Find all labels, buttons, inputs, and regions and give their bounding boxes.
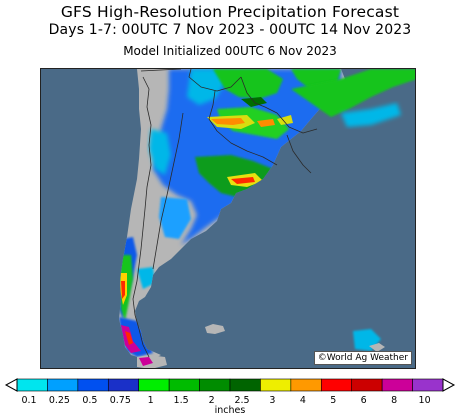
legend-tick-label: 6 xyxy=(360,395,367,406)
legend-color-cell xyxy=(290,378,322,392)
precipitation-legend xyxy=(4,378,456,392)
map-canvas xyxy=(41,69,415,368)
country-borders xyxy=(132,69,318,358)
precip-tierra-del-fuego xyxy=(139,357,153,366)
legend-left-arrow xyxy=(4,378,18,392)
legend-color-cell xyxy=(260,378,292,392)
ocean-precip-south-atlantic-2 xyxy=(341,103,401,127)
legend-color-cell xyxy=(47,378,79,392)
legend-tick-label: 1 xyxy=(147,395,154,406)
legend-color-cell xyxy=(16,378,48,392)
legend-tick-label: 8 xyxy=(391,395,398,406)
legend-color-cells xyxy=(16,378,444,392)
legend-tick-label: 3 xyxy=(269,395,276,406)
legend-color-cell xyxy=(381,378,413,392)
forecast-period: Days 1-7: 00UTC 7 Nov 2023 - 00UTC 14 No… xyxy=(48,22,412,38)
model-initialized: Model Initialized 00UTC 6 Nov 2023 xyxy=(123,44,337,58)
legend-color-cell xyxy=(320,378,353,392)
legend-tick-label: 0.25 xyxy=(48,395,70,406)
legend-units: inches xyxy=(214,405,246,416)
legend-color-cell xyxy=(168,378,200,392)
land-south-georgia xyxy=(369,343,385,352)
legend-tick-label: 5 xyxy=(330,395,337,406)
legend-tick-label: 0.5 xyxy=(82,395,98,406)
copyright-credit: ©World Ag Weather xyxy=(313,351,412,365)
precipitation-map: ©World Ag Weather xyxy=(40,68,416,369)
legend-color-cell xyxy=(199,378,231,392)
legend-tick-label: 0.1 xyxy=(21,395,37,406)
legend-color-cell xyxy=(77,378,109,392)
ocean-precip-south-atlantic xyxy=(291,69,415,117)
legend-color-cell xyxy=(229,378,261,392)
legend-tick-label: 0.75 xyxy=(109,395,131,406)
legend-color-cell xyxy=(138,378,170,392)
land-falkland-islands xyxy=(205,324,225,334)
map-title: GFS High-Resolution Precipitation Foreca… xyxy=(60,3,400,21)
legend-color-cell xyxy=(107,378,140,392)
legend-color-cell xyxy=(412,378,444,392)
legend-right-arrow xyxy=(442,378,456,392)
legend-color-cell xyxy=(351,378,383,392)
legend-tick-label: 1.5 xyxy=(173,395,189,406)
legend-tick-label: 4 xyxy=(299,395,306,406)
legend-tick-label: 10 xyxy=(418,395,431,406)
legend-tick-label: 2.5 xyxy=(234,395,250,406)
legend-tick-label: 2 xyxy=(208,395,215,406)
